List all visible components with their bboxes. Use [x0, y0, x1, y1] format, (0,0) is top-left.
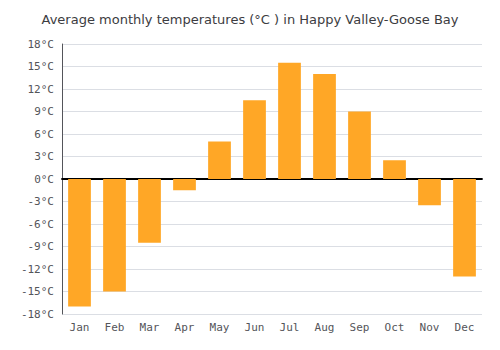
svg-text:18°C: 18°C [28, 38, 55, 51]
svg-text:Jun: Jun [245, 321, 265, 334]
svg-text:Dec: Dec [455, 321, 475, 334]
svg-text:Nov: Nov [420, 321, 440, 334]
svg-text:Jan: Jan [70, 321, 90, 334]
svg-text:Average monthly temperatures (: Average monthly temperatures (°C ) in Ha… [42, 12, 459, 27]
svg-text:3°C: 3°C [34, 150, 54, 163]
svg-text:Feb: Feb [105, 321, 125, 334]
svg-text:Mar: Mar [140, 321, 160, 334]
svg-text:0°C: 0°C [34, 173, 54, 186]
svg-text:-12°C: -12°C [21, 263, 54, 276]
svg-text:Apr: Apr [175, 321, 195, 334]
svg-text:-6°C: -6°C [28, 218, 55, 231]
svg-text:May: May [210, 321, 230, 334]
svg-text:6°C: 6°C [34, 128, 54, 141]
svg-text:Oct: Oct [385, 321, 405, 334]
svg-text:Sep: Sep [350, 321, 370, 334]
svg-text:-9°C: -9°C [28, 240, 55, 253]
svg-text:12°C: 12°C [28, 83, 55, 96]
svg-text:-18°C: -18°C [21, 308, 54, 321]
svg-text:9°C: 9°C [34, 105, 54, 118]
svg-text:15°C: 15°C [28, 60, 55, 73]
svg-text:-15°C: -15°C [21, 285, 54, 298]
svg-text:Jul: Jul [280, 321, 300, 334]
svg-text:Aug: Aug [315, 321, 335, 334]
svg-text:-3°C: -3°C [28, 195, 55, 208]
